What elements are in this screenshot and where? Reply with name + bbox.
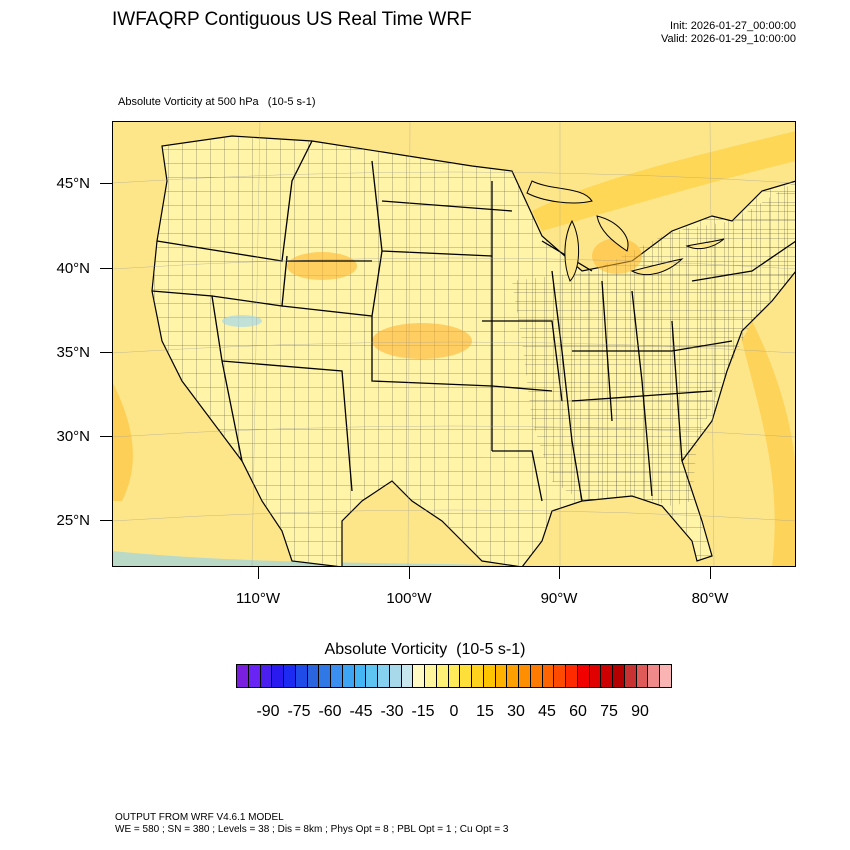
graticule — [112, 121, 796, 567]
colorbar-label: -45 — [349, 703, 373, 720]
lat-label-30n: 30°N — [56, 428, 90, 445]
colorbar-swatch — [354, 665, 367, 687]
lat-label-35n: 35°N — [56, 344, 90, 361]
footer-model: OUTPUT FROM WRF V4.6.1 MODEL — [115, 812, 284, 823]
colorbar-swatch — [401, 665, 414, 687]
init-time: Init: 2026-01-27_00:00:00 — [670, 20, 796, 32]
colorbar-swatch — [566, 665, 578, 687]
colorbar-swatch — [495, 665, 508, 687]
colorbar-label: 0 — [449, 703, 459, 720]
colorbar-label: -60 — [318, 703, 342, 720]
colorbar-swatch — [366, 665, 378, 687]
colorbar-label: 90 — [631, 703, 649, 720]
lon-tick — [409, 567, 410, 579]
colorbar-swatch — [660, 665, 671, 687]
colorbar-swatch — [648, 665, 660, 687]
footer-config: WE = 580 ; SN = 380 ; Levels = 38 ; Dis … — [115, 824, 509, 835]
colorbar-swatch — [460, 665, 472, 687]
colorbar-swatch — [436, 665, 449, 687]
colorbar-label: -30 — [380, 703, 404, 720]
colorbar-swatch — [284, 665, 296, 687]
colorbar-swatch — [507, 665, 519, 687]
lon-tick — [710, 567, 711, 579]
colorbar-swatch — [248, 665, 261, 687]
colorbar-swatch — [389, 665, 402, 687]
colorbar-swatch — [577, 665, 590, 687]
colorbar-swatch — [613, 665, 625, 687]
colorbar-label: -15 — [411, 703, 435, 720]
lat-label-25n: 25°N — [56, 512, 90, 529]
colorbar-swatch — [519, 665, 531, 687]
colorbar-swatch — [483, 665, 496, 687]
legend-title: Absolute Vorticity (10-5 s-1) — [324, 641, 526, 658]
lat-label-45n: 45°N — [56, 175, 90, 192]
colorbar-swatch — [237, 665, 249, 687]
lat-tick — [100, 268, 112, 269]
colorbar-swatch — [425, 665, 437, 687]
vorticity-band-west — [112, 381, 133, 501]
colorbar-label: -90 — [256, 703, 280, 720]
lat-tick — [100, 183, 112, 184]
colorbar-swatch — [378, 665, 390, 687]
vorticity-map — [112, 121, 796, 567]
colorbar-swatch — [554, 665, 566, 687]
lat-tick — [100, 520, 112, 521]
field-subtitle: Absolute Vorticity at 500 hPa (10-5 s-1) — [118, 96, 316, 108]
lat-label-40n: 40°N — [56, 260, 90, 277]
colorbar-swatch — [260, 665, 273, 687]
colorbar-label: 60 — [569, 703, 587, 720]
great-lakes — [526, 180, 725, 282]
lat-tick — [100, 436, 112, 437]
vorticity-band-east — [742, 321, 796, 567]
colorbar-swatch — [342, 665, 355, 687]
colorbar-label: 45 — [538, 703, 556, 720]
colorbar-swatch — [636, 665, 649, 687]
colorbar-swatch — [413, 665, 425, 687]
vorticity-band-south — [112, 551, 562, 567]
lon-label-110w: 110°W — [235, 590, 281, 607]
colorbar-label: 15 — [476, 703, 494, 720]
vorticity-max-plains — [372, 323, 472, 359]
colorbar-swatch — [601, 665, 613, 687]
colorbar-label: -75 — [287, 703, 311, 720]
lon-label-100w: 100°W — [386, 590, 432, 607]
colorbar-swatch — [331, 665, 343, 687]
vorticity-max-rockies — [287, 252, 357, 280]
lat-tick — [100, 352, 112, 353]
state-borders — [151, 140, 796, 502]
vorticity-min-west — [222, 315, 262, 327]
colorbar-swatch — [530, 665, 543, 687]
colorbar — [236, 664, 672, 688]
colorbar-swatch — [307, 665, 320, 687]
colorbar-swatch — [319, 665, 331, 687]
vorticity-max-lakes — [592, 238, 642, 274]
colorbar-swatch — [589, 665, 602, 687]
colorbar-label: 75 — [600, 703, 618, 720]
colorbar-swatch — [542, 665, 555, 687]
lon-label-80w: 80°W — [691, 590, 729, 607]
valid-time: Valid: 2026-01-29_10:00:00 — [661, 33, 796, 45]
colorbar-swatch — [448, 665, 461, 687]
colorbar-swatch — [295, 665, 308, 687]
map-panel — [112, 121, 796, 567]
map-title: IWFAQRP Contiguous US Real Time WRF — [112, 9, 472, 30]
lon-tick — [258, 567, 259, 579]
colorbar-swatch — [472, 665, 484, 687]
colorbar-swatch — [272, 665, 284, 687]
lon-tick — [559, 567, 560, 579]
vorticity-band-north — [532, 131, 796, 231]
lon-label-90w: 90°W — [540, 590, 578, 607]
colorbar-swatch — [624, 665, 637, 687]
colorbar-label: 30 — [507, 703, 525, 720]
